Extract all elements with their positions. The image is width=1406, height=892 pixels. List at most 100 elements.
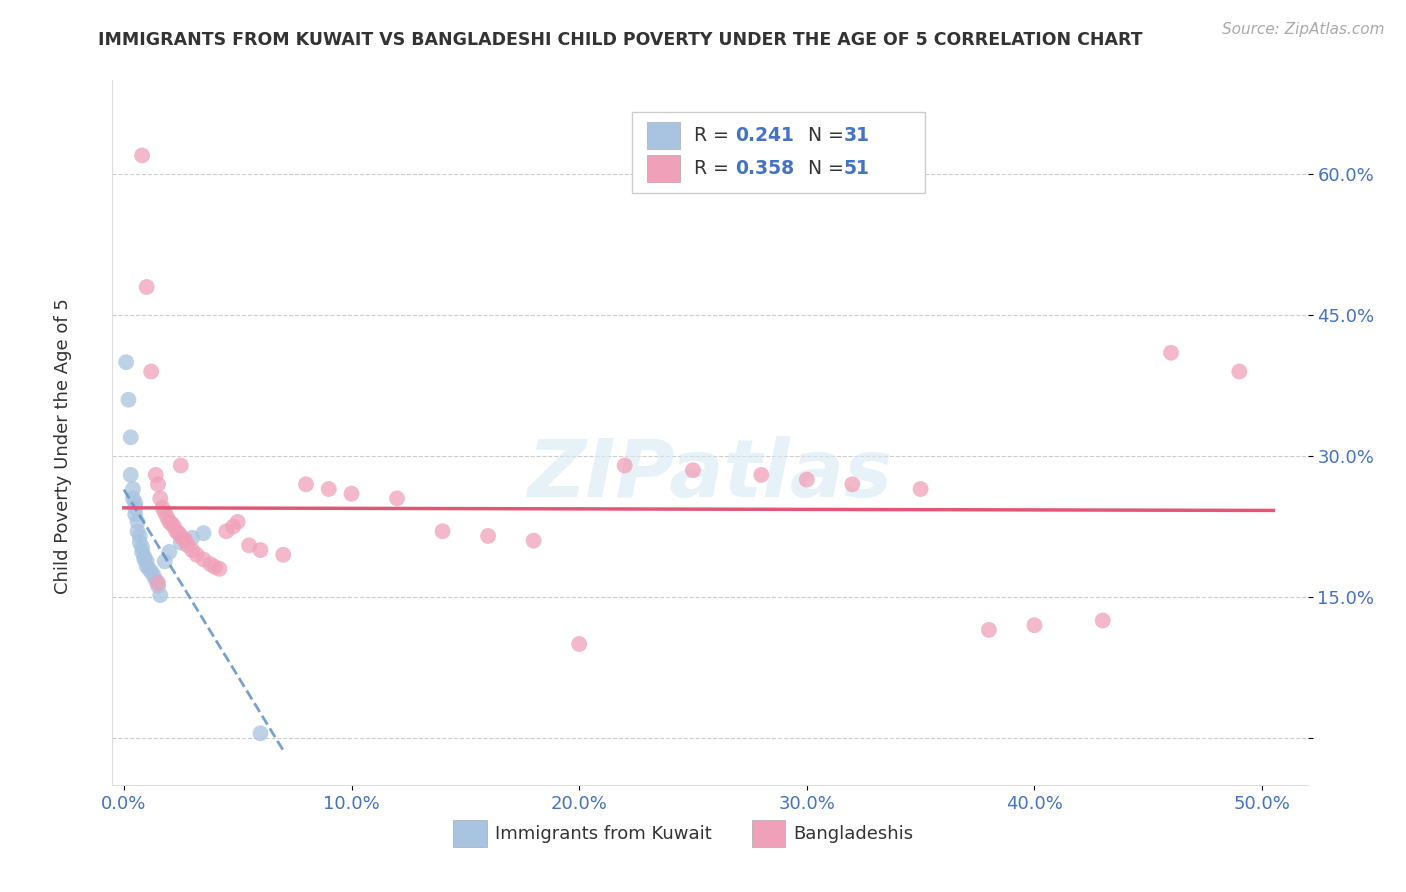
Point bbox=[477, 529, 499, 543]
Point bbox=[134, 552, 156, 566]
FancyBboxPatch shape bbox=[633, 112, 925, 193]
Point bbox=[523, 533, 546, 548]
Point bbox=[295, 477, 318, 491]
Point bbox=[131, 148, 153, 162]
Point bbox=[163, 519, 186, 533]
Point bbox=[149, 588, 172, 602]
Point bbox=[124, 508, 146, 522]
Text: IMMIGRANTS FROM KUWAIT VS BANGLADESHI CHILD POVERTY UNDER THE AGE OF 5 CORRELATI: IMMIGRANTS FROM KUWAIT VS BANGLADESHI CH… bbox=[98, 31, 1143, 49]
Point bbox=[193, 552, 215, 566]
Point bbox=[141, 365, 163, 379]
Text: Source: ZipAtlas.com: Source: ZipAtlas.com bbox=[1222, 22, 1385, 37]
Point bbox=[146, 477, 169, 491]
Point bbox=[613, 458, 636, 473]
Point bbox=[157, 515, 180, 529]
Point bbox=[222, 519, 245, 533]
Point bbox=[145, 467, 167, 482]
Point bbox=[157, 545, 180, 559]
Text: 0.241: 0.241 bbox=[735, 126, 794, 145]
Point bbox=[120, 467, 142, 482]
Point bbox=[131, 541, 153, 555]
Point bbox=[181, 543, 204, 558]
Text: N =: N = bbox=[796, 159, 851, 178]
Point bbox=[146, 579, 169, 593]
Point bbox=[152, 500, 174, 515]
Point bbox=[249, 726, 271, 740]
Point bbox=[796, 473, 818, 487]
Point bbox=[124, 500, 146, 515]
Point bbox=[226, 515, 249, 529]
Point bbox=[186, 548, 208, 562]
Point bbox=[170, 535, 193, 549]
Point bbox=[134, 549, 156, 564]
Point bbox=[141, 565, 163, 579]
FancyBboxPatch shape bbox=[647, 122, 681, 149]
Point bbox=[176, 538, 198, 552]
Text: 51: 51 bbox=[844, 159, 870, 178]
Point bbox=[165, 524, 187, 539]
Text: Bangladeshis: Bangladeshis bbox=[793, 825, 914, 843]
Point bbox=[142, 568, 165, 582]
Text: R =: R = bbox=[695, 159, 735, 178]
Point bbox=[135, 280, 157, 294]
Point bbox=[841, 477, 863, 491]
Text: ZIPatlas: ZIPatlas bbox=[527, 436, 893, 514]
Point bbox=[145, 573, 167, 587]
Point bbox=[1024, 618, 1046, 632]
Text: N =: N = bbox=[796, 126, 851, 145]
Point bbox=[135, 554, 157, 568]
Point bbox=[193, 526, 215, 541]
FancyBboxPatch shape bbox=[647, 155, 681, 182]
Point bbox=[215, 524, 238, 539]
FancyBboxPatch shape bbox=[453, 821, 486, 847]
Point bbox=[318, 482, 340, 496]
Point bbox=[156, 510, 179, 524]
Point bbox=[117, 392, 139, 407]
Point bbox=[1160, 345, 1182, 359]
Point bbox=[977, 623, 1000, 637]
Point bbox=[128, 535, 150, 549]
Point bbox=[128, 529, 150, 543]
Point bbox=[249, 543, 271, 558]
Text: Child Poverty Under the Age of 5: Child Poverty Under the Age of 5 bbox=[55, 298, 72, 594]
Point bbox=[200, 557, 222, 571]
Point bbox=[170, 529, 193, 543]
Point bbox=[432, 524, 454, 539]
Point bbox=[122, 482, 145, 496]
Point bbox=[172, 532, 194, 546]
Point bbox=[146, 576, 169, 591]
Point bbox=[170, 458, 193, 473]
Point bbox=[181, 531, 204, 545]
Point bbox=[160, 516, 183, 531]
Point bbox=[131, 545, 153, 559]
Point bbox=[127, 524, 149, 539]
Point bbox=[208, 562, 231, 576]
Point bbox=[749, 467, 772, 482]
Point bbox=[127, 515, 149, 529]
Point bbox=[167, 526, 190, 541]
Point bbox=[120, 430, 142, 444]
Point bbox=[568, 637, 591, 651]
Point bbox=[682, 463, 704, 477]
Point bbox=[138, 562, 160, 576]
Text: 31: 31 bbox=[844, 126, 870, 145]
Point bbox=[1091, 614, 1114, 628]
Point bbox=[238, 538, 260, 552]
Point bbox=[122, 491, 145, 506]
Point bbox=[149, 491, 172, 506]
Point bbox=[340, 486, 363, 500]
Point bbox=[124, 496, 146, 510]
Point bbox=[153, 554, 176, 568]
Point bbox=[910, 482, 932, 496]
FancyBboxPatch shape bbox=[752, 821, 786, 847]
Point bbox=[1227, 365, 1250, 379]
Point bbox=[204, 560, 226, 574]
Point bbox=[174, 533, 197, 548]
Text: R =: R = bbox=[695, 126, 735, 145]
Text: 0.358: 0.358 bbox=[735, 159, 794, 178]
Point bbox=[135, 559, 157, 574]
Text: Immigrants from Kuwait: Immigrants from Kuwait bbox=[495, 825, 711, 843]
Point bbox=[271, 548, 294, 562]
Point bbox=[115, 355, 138, 369]
Point bbox=[385, 491, 408, 506]
